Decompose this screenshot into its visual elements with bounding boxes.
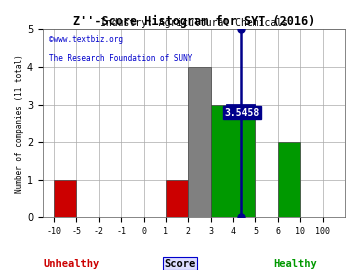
- Text: Score: Score: [165, 259, 195, 269]
- Title: Z''-Score Histogram for SYT (2016): Z''-Score Histogram for SYT (2016): [73, 15, 315, 28]
- Bar: [54, 180, 76, 217]
- Bar: [166, 180, 188, 217]
- Text: 3.5458: 3.5458: [224, 107, 260, 117]
- Text: ©www.textbiz.org: ©www.textbiz.org: [49, 35, 123, 44]
- Text: The Research Foundation of SUNY: The Research Foundation of SUNY: [49, 54, 192, 63]
- Text: Healthy: Healthy: [273, 259, 317, 269]
- Bar: [211, 104, 256, 217]
- Y-axis label: Number of companies (11 total): Number of companies (11 total): [15, 54, 24, 193]
- Text: Industry: Agricultural Chemicals: Industry: Agricultural Chemicals: [100, 18, 288, 28]
- Text: Unhealthy: Unhealthy: [43, 259, 99, 269]
- Bar: [188, 67, 211, 217]
- Bar: [278, 142, 300, 217]
